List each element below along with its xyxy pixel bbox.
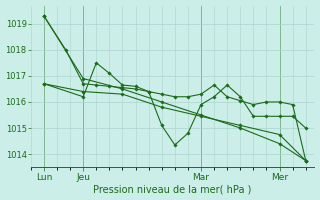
X-axis label: Pression niveau de la mer( hPa ): Pression niveau de la mer( hPa ) [93,184,252,194]
